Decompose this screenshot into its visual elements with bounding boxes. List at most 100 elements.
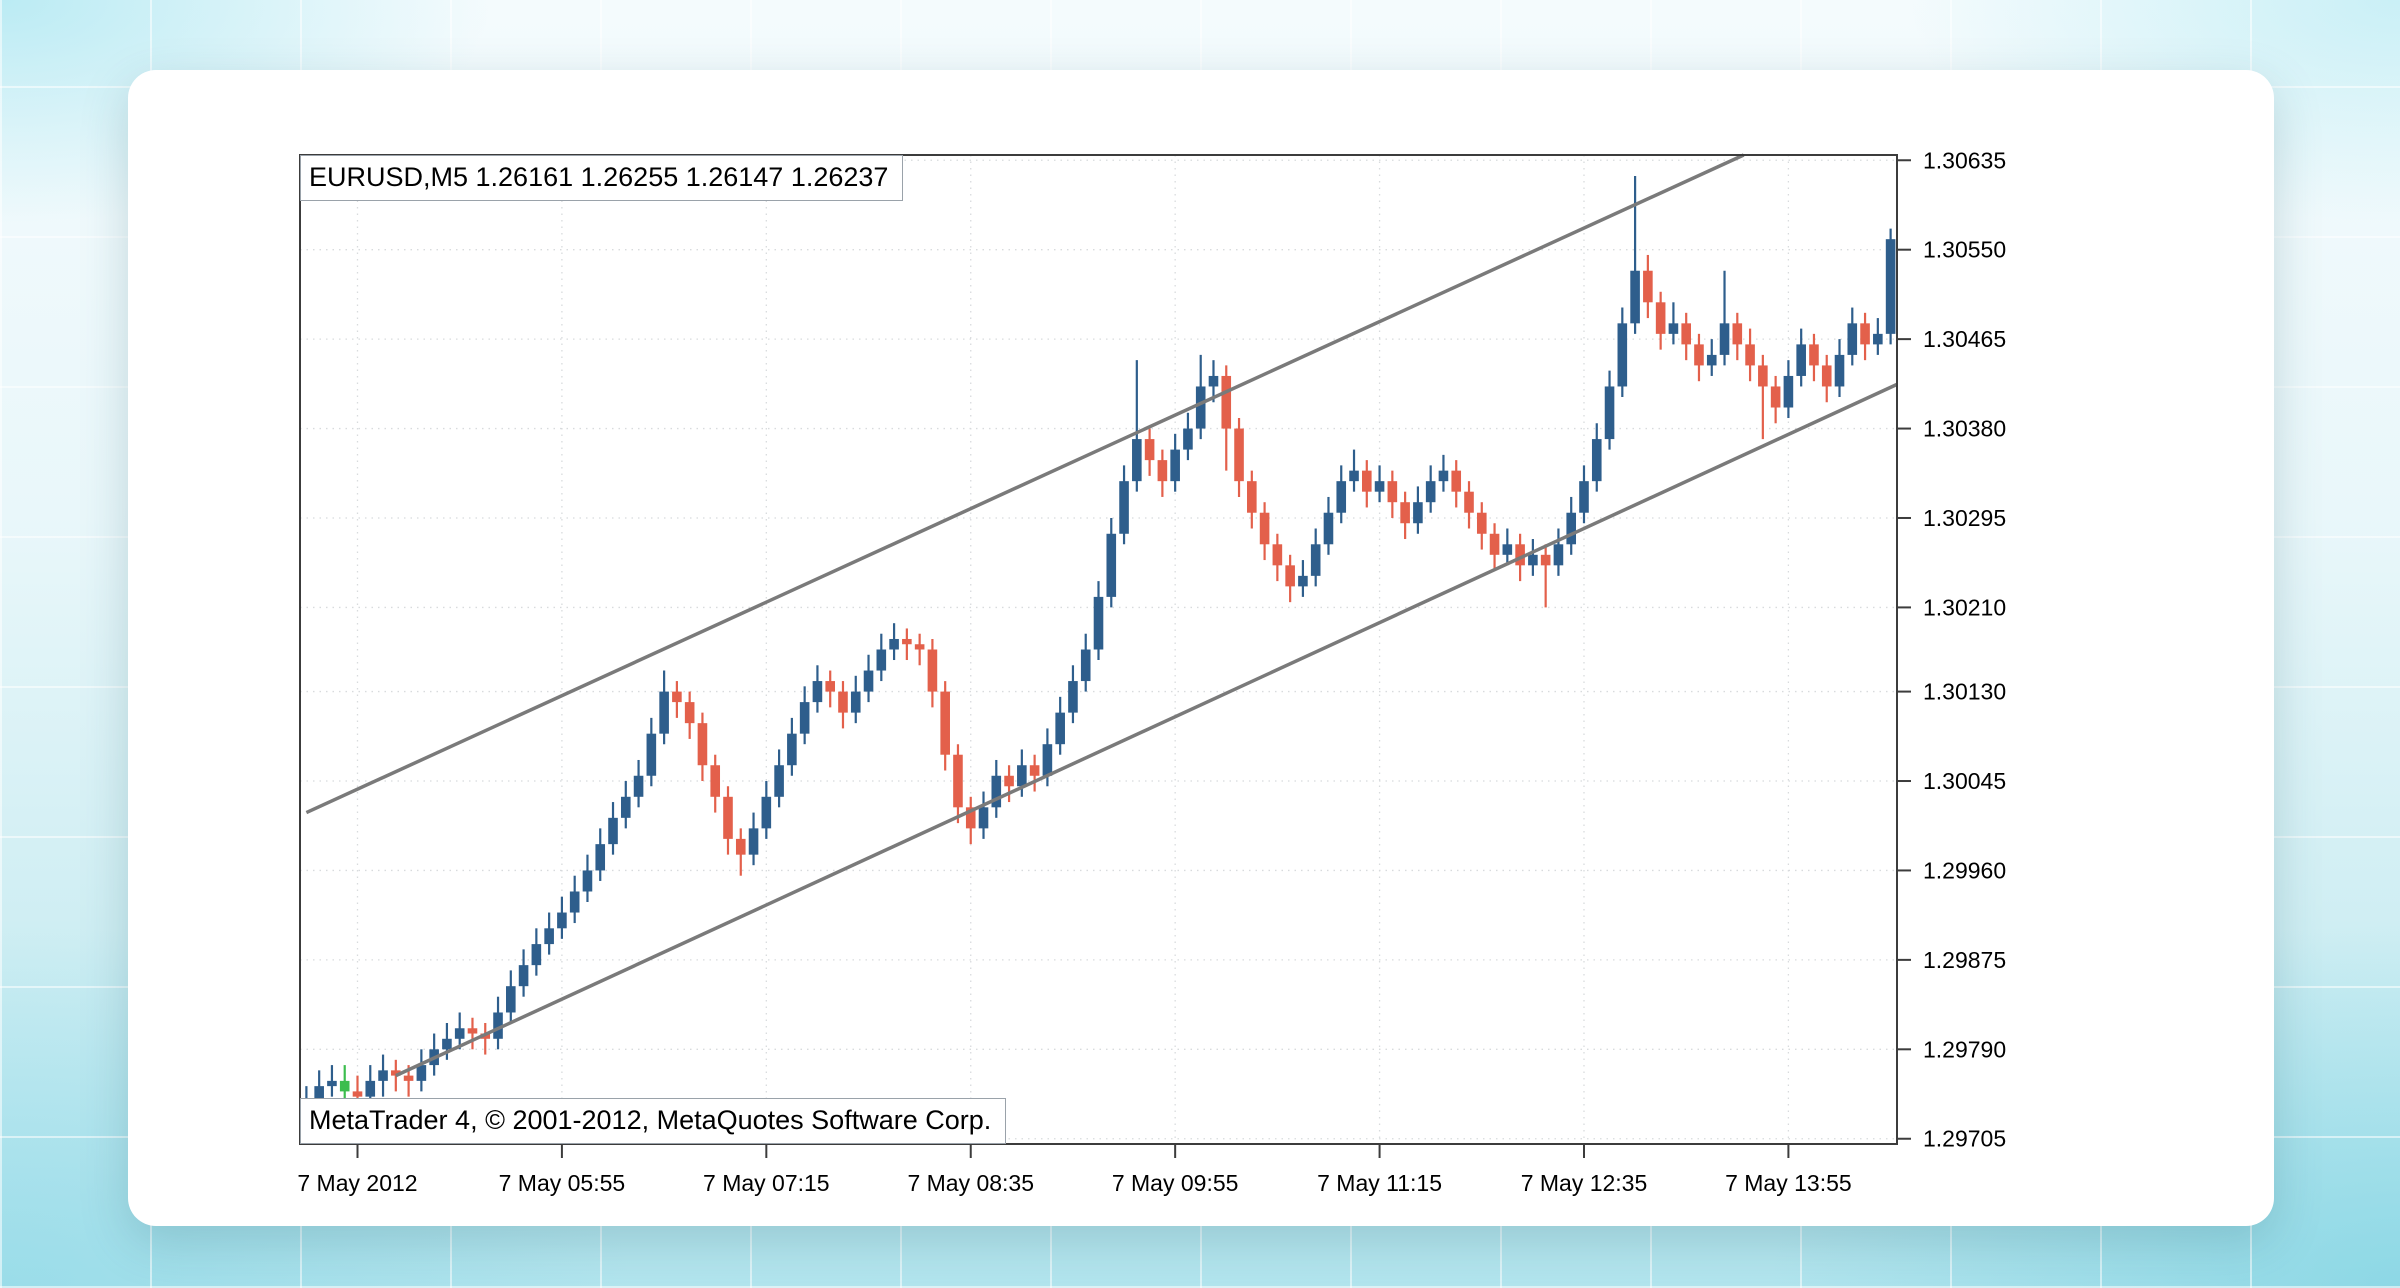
candle-body (1476, 512, 1487, 534)
candle-body (1464, 491, 1474, 513)
candle (1617, 307, 1628, 397)
candle-body (1310, 544, 1321, 576)
candle (1796, 328, 1806, 387)
candle (569, 875, 580, 924)
candle (506, 970, 516, 1024)
candle-body (1873, 333, 1883, 345)
candle (1476, 502, 1487, 550)
candle-body (735, 838, 746, 855)
candle-body (1349, 470, 1359, 482)
candle (1144, 428, 1155, 476)
y-axis-label: 1.30210 (1923, 594, 2006, 620)
candle (889, 623, 899, 661)
candle (1809, 333, 1819, 382)
candle (659, 670, 669, 745)
candle (1285, 554, 1295, 603)
candle (723, 786, 733, 855)
x-axis-label: 7 May 09:55 (1112, 1170, 1239, 1196)
trend-channel[interactable] (305, 153, 1898, 1078)
y-axis-label: 1.30550 (1923, 237, 2006, 263)
candle (1336, 465, 1347, 524)
candle-body (391, 1070, 401, 1076)
x-axis-label: 7 May 05:55 (499, 1170, 626, 1196)
candle (902, 628, 912, 661)
candle (1413, 486, 1423, 534)
y-axis-label: 1.30295 (1923, 505, 2006, 531)
candle-body (352, 1091, 363, 1097)
candle-body (1259, 512, 1270, 545)
candle-body (965, 807, 976, 829)
candle (1361, 460, 1372, 508)
candle (991, 759, 1002, 818)
candle-body (1681, 323, 1691, 345)
candle-body (1425, 481, 1436, 503)
price-chart[interactable]: 1.30635 1.30550 1.30465 1.30380 1.30295 1.302… (128, 70, 2274, 1226)
candle (672, 681, 682, 718)
candle (978, 791, 989, 839)
candle (1183, 412, 1193, 461)
candle (850, 675, 861, 724)
candle (620, 781, 631, 829)
candle (1132, 360, 1142, 492)
candle-body (723, 796, 733, 839)
candle-body (1400, 502, 1410, 524)
candle (1451, 460, 1462, 508)
candle-body (544, 928, 554, 945)
candle (1374, 465, 1385, 503)
y-axis-label: 1.30130 (1923, 679, 2006, 705)
y-axis-label: 1.30045 (1923, 768, 2006, 794)
y-axis-label: 1.30635 (1923, 147, 2006, 173)
candle (953, 744, 963, 824)
candle (1528, 539, 1538, 576)
candle (1745, 328, 1755, 382)
candle-body (787, 733, 797, 766)
candle-body (633, 775, 644, 797)
trend-channel-upper[interactable] (305, 153, 1745, 815)
y-axis-labels: 1.30635 1.30550 1.30465 1.30380 1.30295 1.302… (1923, 147, 2006, 1151)
y-axis-label: 1.29790 (1923, 1036, 2006, 1062)
candle (1170, 433, 1180, 492)
candle-body (365, 1080, 376, 1097)
candle (646, 717, 657, 787)
candle-body (442, 1038, 452, 1050)
candle (1489, 523, 1500, 571)
candle-body (454, 1028, 465, 1039)
candle (1093, 581, 1104, 661)
candle (633, 759, 644, 808)
candle-body (1783, 375, 1794, 408)
candle (1106, 517, 1117, 608)
candle-body (416, 1065, 427, 1081)
candle-body (1860, 323, 1870, 345)
candle-body (327, 1080, 337, 1087)
candle-body (799, 702, 810, 734)
candle-body (659, 691, 669, 734)
candle (1323, 496, 1334, 555)
candle-body (889, 638, 899, 650)
candle (710, 754, 721, 813)
candle (1834, 339, 1845, 397)
candle (544, 912, 554, 955)
trend-channel-lower[interactable] (395, 382, 1898, 1078)
candle-body (927, 649, 938, 692)
candle-body (1361, 470, 1372, 492)
candle-body (863, 670, 874, 692)
candle-body (697, 723, 708, 766)
candle-body (1438, 470, 1449, 482)
candle (1234, 418, 1244, 497)
candle-body (1170, 449, 1180, 482)
candle-body (1847, 323, 1858, 355)
candle (812, 665, 823, 713)
candle (1540, 544, 1551, 608)
candle (1259, 502, 1270, 561)
candle-body (1068, 681, 1078, 713)
candle (327, 1065, 337, 1097)
chart-title: EURUSD,M5 1.26161 1.26255 1.26147 1.2623… (300, 155, 904, 201)
candle-body (1719, 323, 1730, 355)
candle (1873, 318, 1883, 355)
candle-body (1732, 323, 1743, 345)
candle-body (1272, 544, 1283, 566)
candle (1438, 454, 1449, 492)
candle-body (646, 733, 657, 776)
candle (1502, 528, 1513, 566)
candle (1566, 496, 1577, 555)
